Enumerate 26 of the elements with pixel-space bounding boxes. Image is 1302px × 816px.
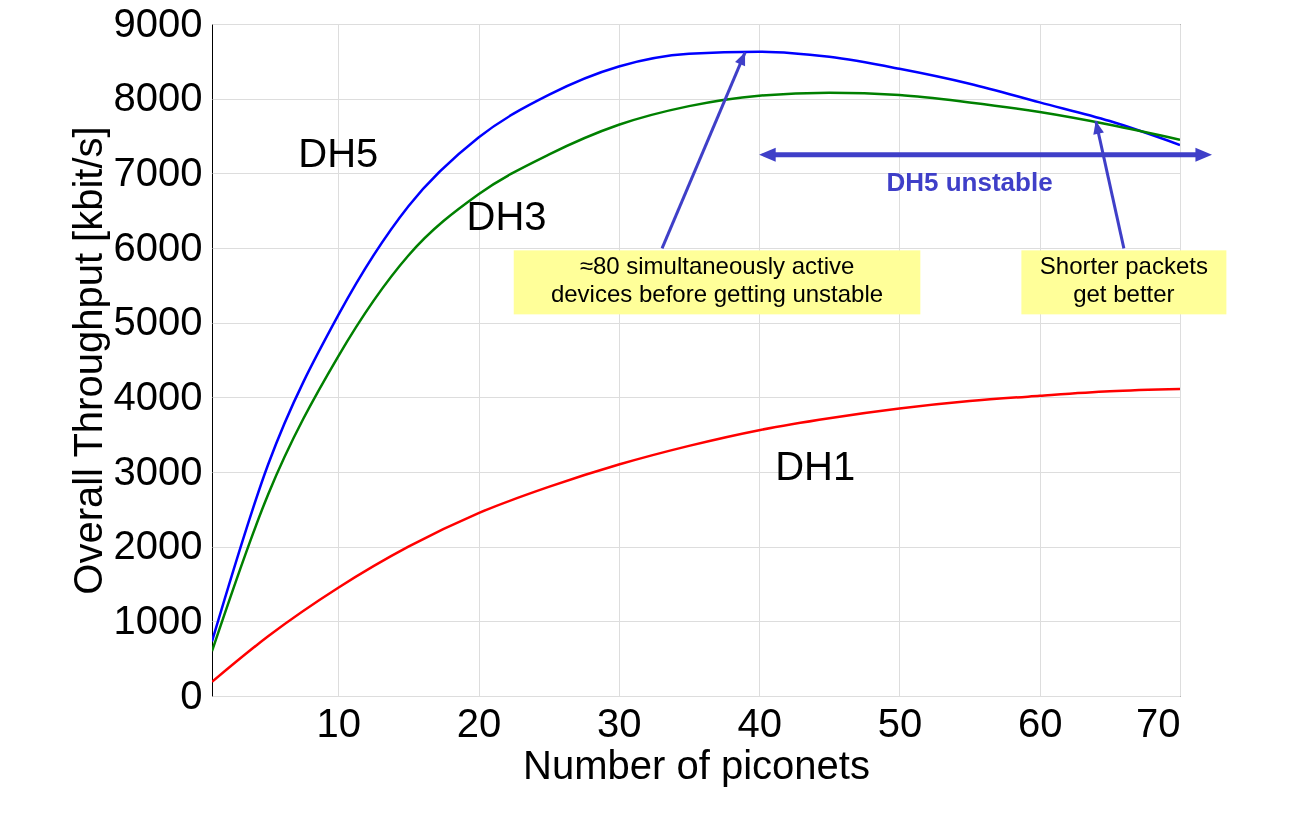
annotation: Shorter packets get better — [1039, 252, 1208, 308]
x-tick-label: 20 — [456, 700, 502, 745]
x-tick-label: 10 — [316, 700, 362, 745]
x-tick-label: 40 — [737, 700, 782, 745]
y-tick-label: 0 — [180, 672, 203, 717]
series-label: DH1 — [775, 444, 856, 489]
x-tick-label: 70 — [1136, 700, 1181, 745]
line-series — [212, 387, 1180, 684]
x-axis-title: Number of piconets — [523, 742, 870, 787]
y-tick-label: 5000 — [113, 299, 203, 344]
y-tick-label: 6000 — [113, 224, 203, 269]
y-tick-label: 1000 — [113, 597, 203, 642]
series-label: DH3 — [466, 194, 547, 239]
annotation: ≈80 simultaneously active devices before getting unstable — [550, 252, 884, 308]
x-tick-label: 50 — [877, 700, 923, 745]
annotation: DH5 unstable — [886, 166, 1053, 197]
y-tick-label: 7000 — [113, 149, 203, 194]
y-tick-label: 8000 — [113, 75, 203, 120]
y-tick-label: 2000 — [113, 523, 203, 568]
y-tick-label: 9000 — [113, 0, 203, 45]
x-tick-label: 60 — [1017, 700, 1063, 745]
x-tick-label: 30 — [597, 700, 642, 745]
y-tick-label: 3000 — [113, 448, 203, 493]
y-axis-title: Overall Throughput [kbit/s] — [65, 126, 110, 595]
series-label: DH5 — [298, 130, 379, 175]
y-tick-label: 4000 — [113, 373, 203, 418]
